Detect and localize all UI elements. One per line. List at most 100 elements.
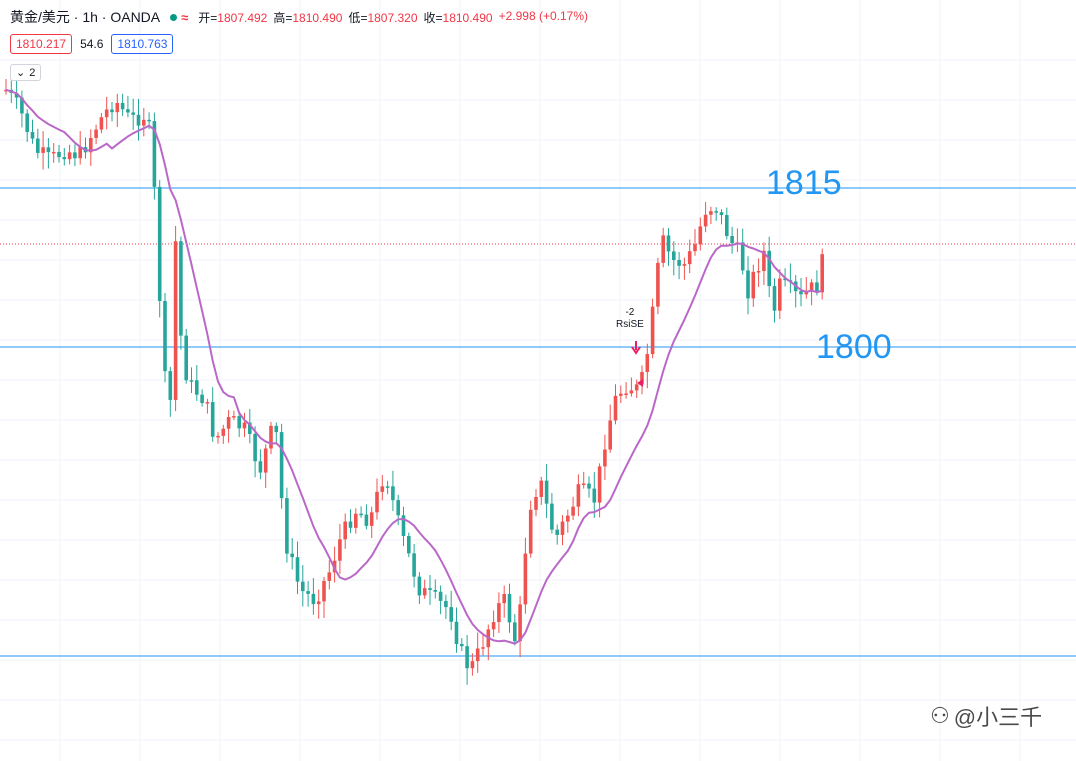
candle-body xyxy=(14,92,19,98)
quote-badges: 1810.217 54.6 1810.763 xyxy=(10,34,174,54)
moving-average-line xyxy=(5,88,823,645)
candle-body xyxy=(555,529,559,535)
candle-body xyxy=(78,147,82,159)
candle-body xyxy=(126,109,130,113)
candle-body xyxy=(444,600,448,608)
candle-body xyxy=(73,152,77,159)
weibo-icon: ⚇ xyxy=(930,703,950,728)
candle-body xyxy=(338,539,342,561)
candle-body xyxy=(613,395,618,421)
candle-body xyxy=(200,394,204,404)
candle-body xyxy=(30,132,35,139)
candle-body xyxy=(820,254,824,293)
candle-body xyxy=(354,513,358,528)
candle-body xyxy=(751,271,756,299)
candle-body xyxy=(279,432,284,499)
candle-body xyxy=(359,513,363,516)
candle-body xyxy=(465,646,469,669)
candle-body xyxy=(528,509,533,554)
candle-body xyxy=(380,486,385,492)
candle-body xyxy=(507,594,512,623)
candle-body xyxy=(391,486,395,501)
candle-body xyxy=(740,242,745,271)
candle-body xyxy=(232,416,236,418)
candle-body xyxy=(248,422,252,434)
candle-body xyxy=(364,514,369,526)
candle-body xyxy=(581,483,586,486)
change-value: +2.998 (+0.17%) xyxy=(498,8,588,23)
candle-body xyxy=(385,486,390,488)
candle-body xyxy=(412,553,416,577)
candle-body xyxy=(322,580,326,602)
bid-price-badge[interactable]: 1810.217 xyxy=(10,34,73,54)
candlestick-series xyxy=(4,77,824,685)
candle-body xyxy=(25,113,29,133)
candle-body xyxy=(152,121,157,187)
open-value: 开=1807.492 xyxy=(198,10,268,25)
candle-body xyxy=(301,581,305,592)
spread-value: 54.6 xyxy=(80,37,104,51)
candle-body xyxy=(269,425,273,449)
candle-body xyxy=(179,241,183,336)
candle-body xyxy=(417,576,422,596)
low-value: 低=1807.320 xyxy=(348,10,418,25)
candle-body xyxy=(115,102,120,113)
close-value: 收=1810.490 xyxy=(423,10,493,25)
candle-body xyxy=(778,278,782,311)
candle-body xyxy=(396,500,400,516)
candle-body xyxy=(460,644,464,647)
high-value: 高=1810.490 xyxy=(273,10,343,25)
chevron-down-icon: ⌄ xyxy=(16,67,26,79)
candle-body xyxy=(407,536,411,554)
candle-body xyxy=(497,603,501,623)
symbol-title[interactable]: 黄金/美元 · 1h · OANDA xyxy=(10,9,161,25)
candle-body xyxy=(502,594,506,604)
candle-body xyxy=(184,335,188,381)
candle-body xyxy=(571,506,575,516)
candle-body xyxy=(624,393,628,395)
candle-body xyxy=(597,466,602,503)
market-status[interactable]: ≈ xyxy=(170,10,188,25)
candle-body xyxy=(136,114,141,126)
candle-body xyxy=(518,604,522,642)
candle-body xyxy=(687,251,692,265)
candle-body xyxy=(104,109,109,118)
candle-body xyxy=(587,483,591,489)
candle-body xyxy=(703,214,708,227)
candle-body xyxy=(756,271,761,273)
candle-body xyxy=(173,241,178,400)
candle-body xyxy=(46,147,51,153)
collapse-indicators-button[interactable]: ⌄ 2 xyxy=(10,64,42,81)
candle-body xyxy=(210,402,215,437)
candle-body xyxy=(454,621,459,645)
candle-body xyxy=(449,607,453,622)
candle-body xyxy=(67,152,72,160)
candle-body xyxy=(195,380,199,395)
candle-body xyxy=(62,157,67,160)
candle-body xyxy=(513,622,517,642)
candle-body xyxy=(348,521,353,528)
candle-body xyxy=(719,212,724,216)
arrow-left-icon xyxy=(637,379,643,387)
candle-body xyxy=(290,553,294,558)
candle-body xyxy=(809,282,814,292)
candle-body xyxy=(629,390,634,394)
candle-body xyxy=(57,151,61,158)
candle-body xyxy=(316,601,321,605)
candle-body xyxy=(157,186,162,301)
candle-body xyxy=(566,515,570,522)
candle-body xyxy=(428,588,432,590)
candle-body xyxy=(608,420,612,450)
candle-body xyxy=(274,425,279,433)
candle-body xyxy=(672,251,676,260)
candle-body xyxy=(772,286,777,311)
candle-body xyxy=(263,448,268,473)
candle-body xyxy=(99,117,104,130)
candle-body xyxy=(422,588,427,596)
candle-body xyxy=(661,235,665,263)
candle-body xyxy=(41,147,45,153)
candle-body xyxy=(603,449,607,467)
ask-price-badge[interactable]: 1810.763 xyxy=(111,34,174,54)
